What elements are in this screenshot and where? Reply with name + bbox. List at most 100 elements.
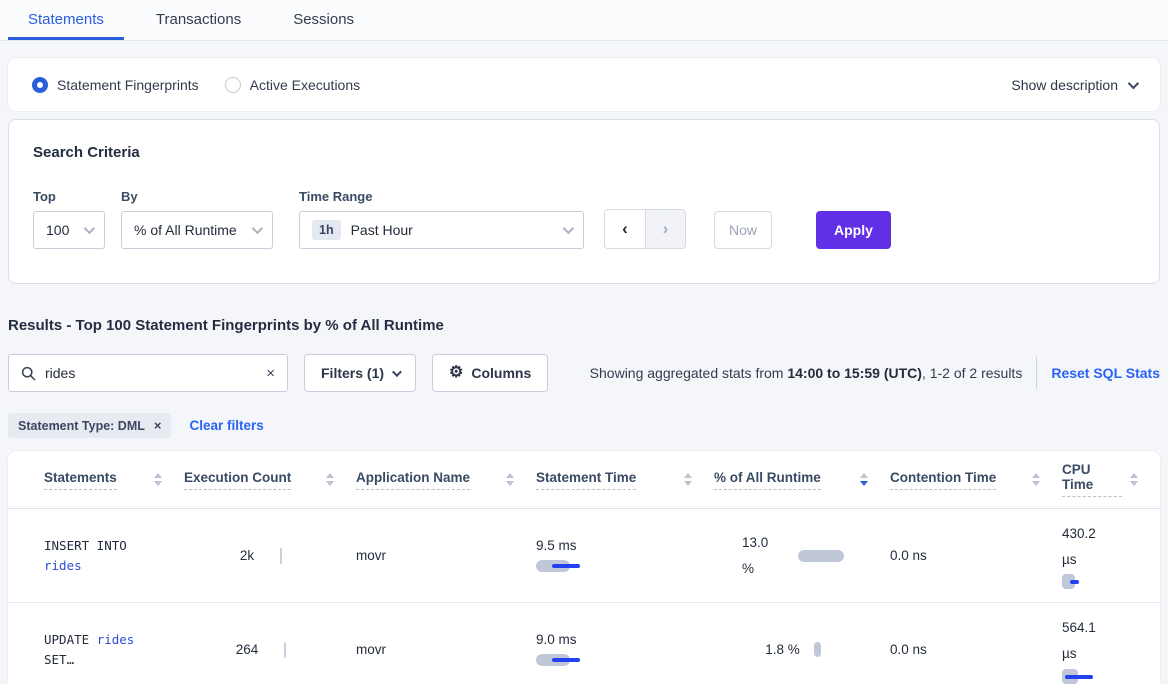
time-range-value: Past Hour [350,222,413,238]
top-select-value: 100 [46,222,70,238]
radio-selected-icon [32,76,48,93]
active-filters-row: Statement Type: DML × Clear filters [8,413,1160,438]
time-range-label: Time Range [299,189,373,204]
by-label: By [121,189,138,204]
aggregated-stats-text: Showing aggregated stats from 14:00 to 1… [589,365,1023,381]
filter-chip-label: Statement Type: DML [18,418,145,433]
sort-icon [1130,473,1138,486]
runtime-bar [798,549,844,562]
radio-unselected-icon [224,76,241,93]
runtime-bar [813,642,821,658]
radio-label: Statement Fingerprints [57,76,199,93]
search-criteria-panel: Search Criteria Top 100 By % of All Runt… [8,119,1160,284]
cpu-time-bar [1062,574,1132,590]
tab-transactions[interactable]: Transactions [155,11,242,28]
table-name-link[interactable]: rides [44,557,82,573]
clear-filters-link[interactable]: Clear filters [189,418,264,433]
time-range-select[interactable]: 1h Past Hour [299,211,584,249]
search-icon [21,366,36,380]
column-header-application-name[interactable]: Application Name [356,451,536,508]
clear-search-icon[interactable]: × [266,364,275,382]
chevron-down-icon [391,366,402,377]
contention-time-cell: 0.0 ns [890,548,927,564]
columns-button[interactable]: ⚙ Columns [432,354,549,392]
statement-time-bar [536,559,696,573]
by-select[interactable]: % of All Runtime [121,211,273,249]
runtime-cell: 1.8 % [714,603,890,684]
sort-icon-active-desc [860,473,868,486]
chevron-down-icon [1127,77,1140,89]
show-description-toggle[interactable]: Show description [1011,76,1140,93]
chevron-down-icon [251,222,264,235]
chevron-down-icon [562,222,575,235]
cpu-time-bar [1062,668,1132,684]
sort-icon [506,473,514,486]
statement-time-cell: 9.5 ms [536,509,714,602]
apply-button[interactable]: Apply [816,211,891,249]
statements-table: Statements Execution Count Application N… [8,451,1160,684]
sort-icon [684,473,692,486]
column-header-execution-count[interactable]: Execution Count [184,451,356,508]
by-select-value: % of All Runtime [134,222,237,238]
vertical-divider [1036,357,1038,389]
statement-time-cell: 9.0 ms [536,603,714,684]
table-row: INSERT INTO rides 2k movr 9.5 ms 13.0 % … [8,509,1160,604]
sort-icon [326,473,334,486]
filters-button[interactable]: Filters (1) [304,354,417,392]
column-header-statements[interactable]: Statements [44,451,184,508]
chevron-down-icon [83,222,96,235]
application-name-cell: movr [356,548,386,564]
search-input[interactable] [45,365,267,381]
radio-active-executions[interactable]: Active Executions [224,76,361,93]
top-field: Top 100 [33,189,105,249]
column-header-cpu-time[interactable]: CPU Time [1062,451,1160,508]
by-field: By % of All Runtime [121,189,273,249]
table-header-row: Statements Execution Count Application N… [8,451,1160,509]
statement-fingerprint-link[interactable]: INSERT INTO rides [44,537,127,573]
tab-sessions[interactable]: Sessions [293,11,355,28]
sort-icon [1032,473,1040,486]
execution-count-cell: 2k [184,509,356,602]
execution-count-bar [284,641,287,658]
cpu-time-cell: 564.1 µs [1062,603,1160,684]
filter-chip-statement-type[interactable]: Statement Type: DML × [8,413,172,438]
search-criteria-title: Search Criteria [33,144,140,161]
top-select[interactable]: 100 [33,211,105,249]
statement-search-box[interactable]: × [8,354,288,392]
column-header-pct-all-runtime[interactable]: % of All Runtime [714,451,890,508]
show-description-label: Show description [1011,76,1118,93]
time-window-pager: ‹ › [604,209,686,249]
columns-button-label: Columns [471,365,532,381]
sql-activity-tabbar: Statements Transactions Sessions [0,0,1168,41]
results-heading: Results - Top 100 Statement Fingerprints… [8,317,444,334]
radio-statement-fingerprints[interactable]: Statement Fingerprints [32,76,199,93]
remove-filter-icon[interactable]: × [153,418,162,433]
sort-icon [154,473,162,486]
column-header-contention-time[interactable]: Contention Time [890,451,1062,508]
gear-icon: ⚙ [449,364,464,381]
view-mode-bar: Statement Fingerprints Active Executions… [8,58,1160,111]
execution-count-cell: 264 [184,603,356,684]
prev-time-window-button[interactable]: ‹ [605,210,645,248]
contention-time-cell: 0.0 ns [890,642,927,658]
table-row: UPDATE rides SET… 264 movr 9.0 ms 1.8 % … [8,603,1160,684]
application-name-cell: movr [356,642,386,658]
time-range-badge: 1h [312,220,341,240]
statement-time-bar [536,653,696,667]
tab-statements[interactable]: Statements [8,0,124,40]
execution-count-bar [280,547,283,564]
time-range-field: Time Range 1h Past Hour [299,189,584,249]
top-label: Top [33,189,56,204]
now-button[interactable]: Now [714,211,772,249]
statement-fingerprint-link[interactable]: UPDATE rides SET… [44,631,135,667]
stats-time-range: 14:00 to 15:59 (UTC) [787,365,922,381]
filters-button-label: Filters (1) [321,365,385,381]
reset-sql-stats-link[interactable]: Reset SQL Stats [1051,365,1160,381]
radio-label: Active Executions [249,76,361,93]
table-name-link[interactable]: rides [96,631,135,647]
runtime-cell: 13.0 % [714,509,890,602]
cpu-time-cell: 430.2 µs [1062,509,1160,602]
next-time-window-button[interactable]: › [645,210,685,248]
column-header-statement-time[interactable]: Statement Time [536,451,714,508]
results-controls: × Filters (1) ⚙ Columns Showing aggregat… [8,354,1160,392]
